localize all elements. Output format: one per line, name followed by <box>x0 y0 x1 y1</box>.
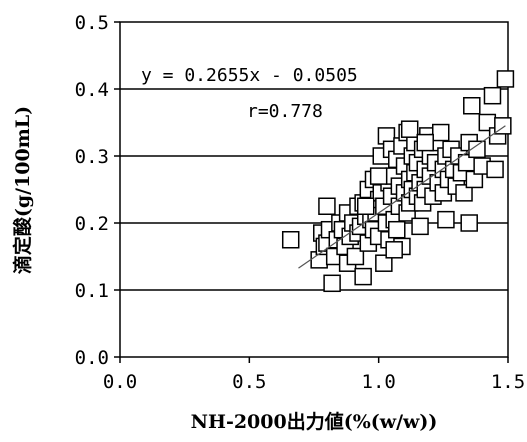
data-point-94 <box>486 160 504 179</box>
data-point-7 <box>323 274 341 293</box>
data-point-17 <box>346 247 365 266</box>
data-point-84 <box>455 184 473 202</box>
x-tick-label-0: 0.0 <box>103 371 137 393</box>
data-point-22 <box>354 267 372 286</box>
x-tick-label-1: 0.5 <box>232 371 266 393</box>
data-point-99 <box>385 241 403 259</box>
data-point-86 <box>460 214 478 232</box>
data-point-74 <box>431 123 450 142</box>
data-point-97 <box>496 70 515 88</box>
data-point-104 <box>369 167 388 185</box>
data-point-5 <box>318 197 336 215</box>
regression-equation: y = 0.2655x - 0.0505 <box>141 65 358 86</box>
data-point-93 <box>483 86 502 105</box>
y-tick-labels: 0.0 0.1 0.2 0.3 0.4 0.5 <box>75 12 120 369</box>
plot-area-frame <box>119 21 509 358</box>
data-point-45 <box>388 220 406 239</box>
correlation-coefficient: r=0.778 <box>247 101 323 122</box>
data-point-98 <box>411 217 429 236</box>
data-point-100 <box>356 197 375 215</box>
x-tick-label-2: 1.0 <box>362 371 396 393</box>
data-point-102 <box>437 210 455 229</box>
data-point-35 <box>375 254 393 272</box>
y-tick-label-4: 0.4 <box>75 79 109 101</box>
y-tick-label-1: 0.1 <box>75 280 109 302</box>
x-tick-labels: 0.0 0.5 1.0 1.5 <box>103 357 525 393</box>
data-point-103 <box>416 133 434 152</box>
data-point-101 <box>400 120 419 138</box>
y-tick-label-5: 0.5 <box>75 12 109 34</box>
data-points <box>281 70 515 293</box>
trendline <box>298 125 506 269</box>
y-axis-title: 滴定酸(g/100mL) <box>11 106 34 274</box>
data-point-88 <box>463 97 481 115</box>
y-tick-label-0: 0.0 <box>75 347 109 369</box>
y-tick-label-2: 0.2 <box>75 213 109 235</box>
y-tick-label-3: 0.3 <box>75 146 109 168</box>
data-point-0 <box>281 231 300 249</box>
x-axis-title: NH-2000出力値(%(w/w)) <box>191 410 438 433</box>
x-tick-label-3: 1.5 <box>491 371 525 393</box>
